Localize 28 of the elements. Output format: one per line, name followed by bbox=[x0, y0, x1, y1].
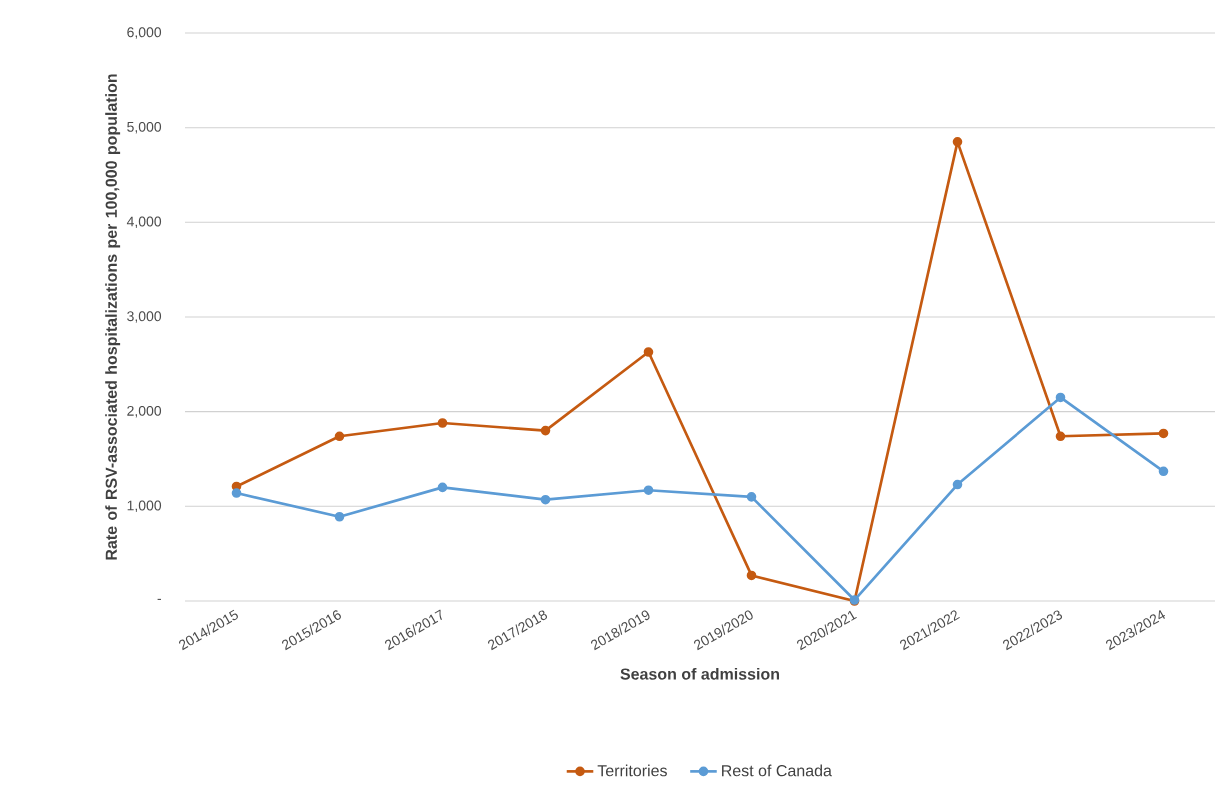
y-tick-label: 2,000 bbox=[127, 405, 162, 418]
point bbox=[952, 137, 963, 147]
point bbox=[643, 347, 654, 357]
y-tick-label: 5,000 bbox=[127, 121, 162, 134]
point bbox=[952, 479, 963, 490]
y-tick-label: 4,000 bbox=[126, 216, 162, 229]
y-tick-label: - bbox=[157, 598, 161, 600]
point bbox=[1158, 466, 1169, 477]
point bbox=[437, 418, 448, 428]
point bbox=[540, 425, 551, 436]
point bbox=[746, 570, 757, 581]
x-axis-title: Season of admission bbox=[620, 667, 780, 680]
point bbox=[1055, 392, 1066, 403]
legend-label: Rest of Canada bbox=[722, 764, 832, 777]
y-axis-title: Rate of RSV-associated hospitalizations per 100,000 population bbox=[105, 74, 121, 560]
y-tick-label: 1,000 bbox=[127, 500, 162, 513]
point bbox=[334, 431, 345, 442]
point bbox=[1158, 428, 1169, 439]
point bbox=[334, 511, 345, 522]
point bbox=[231, 488, 242, 498]
y-tick-label: 3,000 bbox=[127, 311, 162, 323]
point bbox=[540, 494, 551, 505]
point bbox=[746, 492, 757, 502]
legend-label: Territories bbox=[597, 764, 667, 777]
point bbox=[1055, 431, 1066, 442]
point bbox=[437, 482, 448, 493]
y-tick-label: 6,000 bbox=[127, 27, 162, 39]
point bbox=[643, 485, 654, 496]
